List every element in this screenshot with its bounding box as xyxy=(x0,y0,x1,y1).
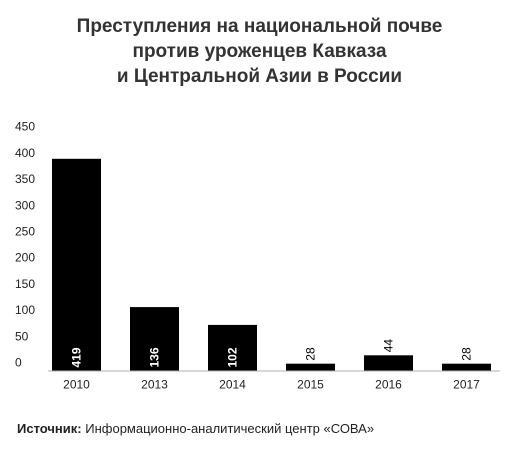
x-tick-label: 2016 xyxy=(375,378,402,392)
x-tick-label: 2017 xyxy=(453,378,480,392)
bar-value-label: 102 xyxy=(226,347,240,367)
title-line-2: против уроженцев Кавказа xyxy=(132,41,387,62)
y-tick-label: 200 xyxy=(15,251,35,265)
bar-value-label: 44 xyxy=(382,339,396,353)
x-tick-label: 2013 xyxy=(141,378,168,392)
chart-title: Преступления на национальной почве проти… xyxy=(0,14,519,89)
y-tick-label: 250 xyxy=(15,225,35,239)
x-tick-label: 2015 xyxy=(297,378,324,392)
y-tick-label: 150 xyxy=(15,277,35,291)
y-tick-label: 0 xyxy=(15,356,22,370)
bar-2010 xyxy=(52,158,101,371)
title-line-1: Преступления на национальной почве xyxy=(76,16,443,37)
bar-2014 xyxy=(208,324,257,371)
y-tick-label: 350 xyxy=(15,172,35,186)
y-axis: 0 50 100 150 200 250 300 350 400 450 xyxy=(15,120,35,370)
source-label: Источник: xyxy=(17,421,82,436)
bars: 419 136 102 28 44 28 xyxy=(52,158,491,371)
bar-2013 xyxy=(130,307,179,371)
y-tick-label: 300 xyxy=(15,198,35,212)
y-tick-label: 400 xyxy=(15,146,35,160)
y-tick-label: 50 xyxy=(15,329,29,343)
x-tick-label: 2010 xyxy=(63,378,90,392)
bar-value-label: 28 xyxy=(460,347,474,361)
bar-2015 xyxy=(286,363,335,371)
y-tick-label: 450 xyxy=(15,120,35,134)
x-tick-label: 2014 xyxy=(219,378,246,392)
bar-value-label: 28 xyxy=(304,347,318,361)
bar-value-label: 419 xyxy=(70,347,84,367)
source-note: Источник: Информационно-аналитический це… xyxy=(17,421,374,437)
title-line-3: и Центральной Азии в России xyxy=(116,66,403,87)
source-text: Информационно-аналитический центр «СОВА» xyxy=(85,421,375,436)
bar-value-label: 136 xyxy=(148,347,162,367)
x-axis: 2010 2013 2014 2015 2016 2017 xyxy=(48,370,500,392)
bar-2017 xyxy=(442,363,491,371)
y-tick-label: 100 xyxy=(15,303,35,317)
bar-2016 xyxy=(364,355,413,371)
